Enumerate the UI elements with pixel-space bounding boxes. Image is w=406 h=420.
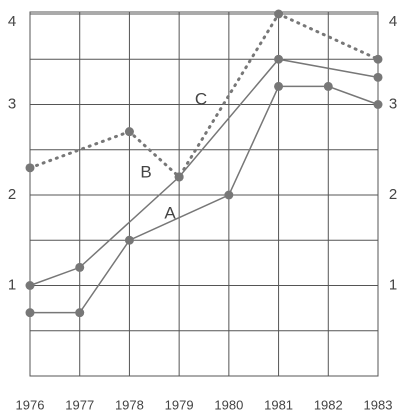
series-marker	[25, 308, 35, 318]
series-marker	[25, 163, 35, 173]
x-tick-label: 1977	[65, 397, 94, 412]
y-tick-label: 2	[8, 186, 16, 203]
x-tick-label: 1979	[165, 397, 194, 412]
series-line	[29, 85, 379, 314]
series-marker	[323, 81, 333, 91]
series-marker	[174, 172, 184, 182]
series-marker	[224, 190, 234, 200]
series-marker	[373, 54, 383, 64]
series-marker	[75, 308, 85, 318]
series-marker	[124, 127, 134, 137]
series-line	[28, 12, 380, 180]
y2-tick-label: 3	[389, 95, 397, 112]
y2-tick-label: 4	[389, 13, 397, 30]
series-marker	[373, 100, 383, 109]
x-tick-label: 1983	[364, 397, 393, 412]
series-marker	[25, 281, 35, 290]
y-tick-label: 3	[8, 95, 16, 112]
x-tick-label: 1976	[16, 397, 45, 412]
series-marker	[373, 72, 383, 82]
series-label: A	[164, 203, 176, 222]
x-tick-label: 1981	[264, 397, 293, 412]
series-label: B	[140, 162, 151, 181]
series-label: C	[195, 89, 207, 108]
series-marker	[124, 235, 134, 245]
x-tick-label: 1980	[214, 397, 243, 412]
series-marker	[274, 9, 284, 19]
x-tick-label: 1978	[115, 397, 144, 412]
y-tick-label: 1	[8, 276, 16, 293]
x-tick-label: 1982	[314, 397, 343, 412]
series-marker	[75, 262, 85, 272]
y-tick-label: 4	[8, 13, 16, 30]
series-marker	[274, 81, 284, 91]
y2-tick-label: 1	[389, 276, 397, 293]
plot-frame	[29, 11, 379, 377]
series-marker	[274, 54, 284, 64]
y2-tick-label: 2	[389, 186, 397, 203]
